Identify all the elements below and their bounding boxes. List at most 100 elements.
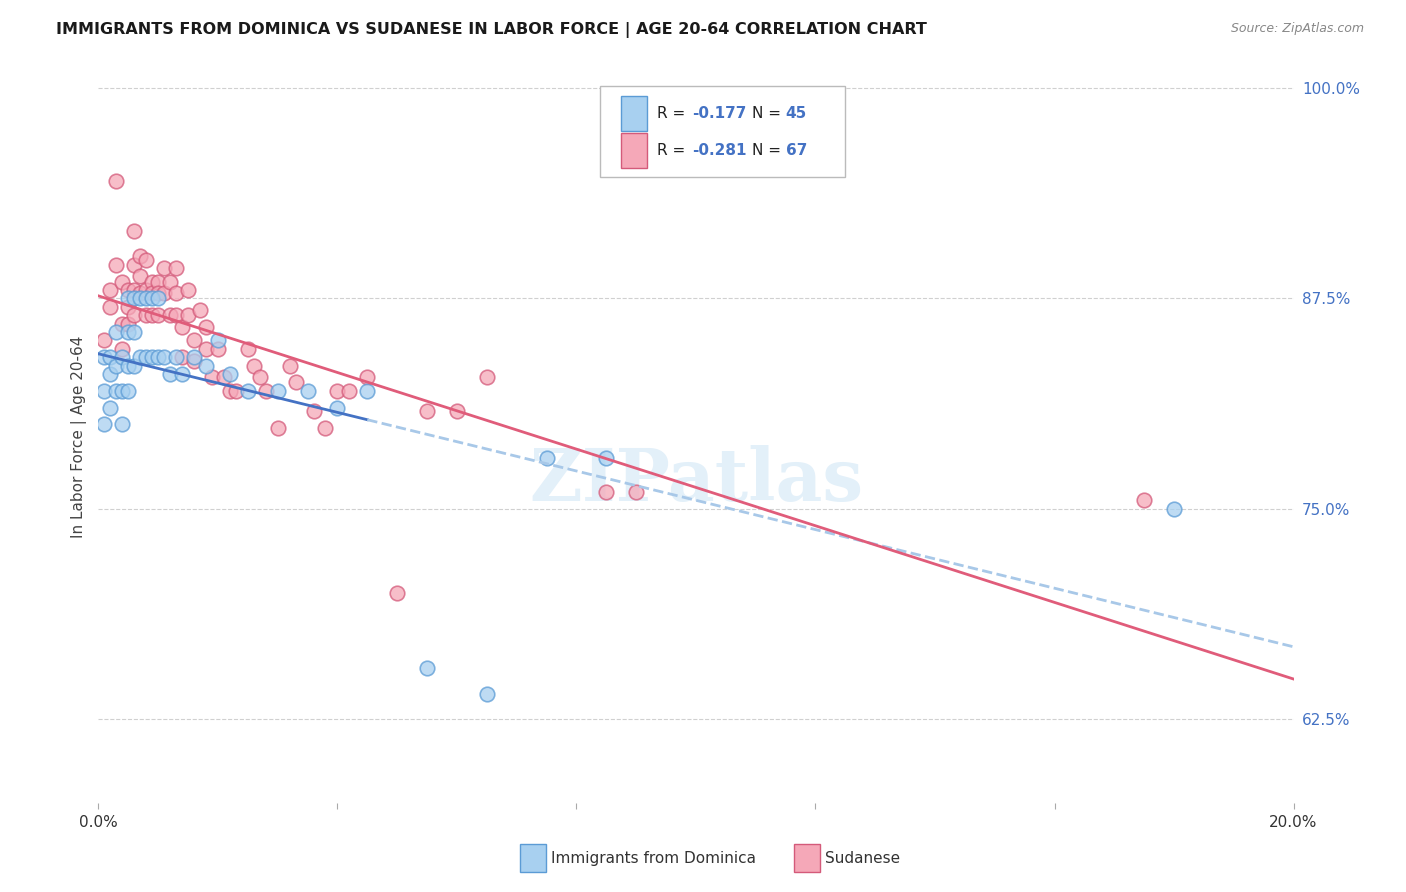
Point	[183, 353, 205, 368]
Point	[141, 308, 163, 322]
Point	[129, 291, 152, 305]
Y-axis label: In Labor Force | Age 20-64: In Labor Force | Age 20-64	[72, 336, 87, 538]
Point	[117, 291, 139, 305]
Point	[188, 303, 211, 318]
Point	[141, 350, 163, 364]
Point	[111, 384, 134, 398]
Point	[117, 325, 139, 339]
Point	[284, 376, 307, 390]
Point	[129, 249, 152, 263]
Point	[195, 359, 218, 373]
Point	[111, 350, 134, 364]
Text: R =: R =	[657, 105, 690, 120]
Point	[135, 291, 157, 305]
Point	[475, 370, 498, 384]
Point	[153, 286, 176, 301]
Point	[93, 334, 115, 348]
Point	[105, 359, 128, 373]
Point	[267, 384, 290, 398]
Point	[165, 261, 187, 276]
Point	[141, 275, 163, 289]
Point	[201, 370, 224, 384]
Point	[195, 320, 218, 334]
Text: N =: N =	[752, 105, 786, 120]
Point	[105, 325, 128, 339]
Point	[219, 384, 242, 398]
Point	[148, 275, 170, 289]
Point	[183, 350, 205, 364]
Point	[236, 384, 259, 398]
Point	[129, 269, 152, 284]
Point	[111, 317, 134, 331]
Point	[148, 286, 170, 301]
Point	[254, 384, 277, 398]
Point	[177, 283, 200, 297]
Point	[135, 308, 157, 322]
Point	[177, 308, 200, 322]
Point	[278, 359, 301, 373]
Text: 67: 67	[786, 143, 807, 158]
Point	[326, 401, 349, 415]
Point	[159, 275, 181, 289]
Point	[172, 367, 194, 381]
Point	[446, 404, 468, 418]
Point	[124, 359, 146, 373]
Point	[117, 283, 139, 297]
Point	[98, 300, 122, 314]
Point	[111, 275, 134, 289]
Point	[93, 417, 115, 432]
Point	[124, 308, 146, 322]
Text: -0.281: -0.281	[692, 143, 747, 158]
Point	[135, 283, 157, 297]
Text: R =: R =	[657, 143, 690, 158]
Point	[124, 283, 146, 297]
Point	[117, 300, 139, 314]
Text: Sudanese: Sudanese	[825, 851, 900, 865]
Point	[159, 308, 181, 322]
Point	[165, 308, 187, 322]
Text: Immigrants from Dominica: Immigrants from Dominica	[551, 851, 756, 865]
Point	[135, 350, 157, 364]
Point	[117, 359, 139, 373]
Text: N =: N =	[752, 143, 786, 158]
Point	[105, 258, 128, 272]
Point	[1133, 493, 1156, 508]
Point	[135, 252, 157, 267]
Point	[356, 370, 378, 384]
Point	[385, 585, 409, 599]
Point	[207, 334, 229, 348]
Point	[98, 367, 122, 381]
Point	[98, 350, 122, 364]
Point	[219, 367, 242, 381]
Point	[105, 384, 128, 398]
Point	[124, 224, 146, 238]
Point	[129, 350, 152, 364]
Text: Source: ZipAtlas.com: Source: ZipAtlas.com	[1230, 22, 1364, 36]
Point	[225, 384, 247, 398]
Point	[141, 291, 163, 305]
Point	[326, 384, 349, 398]
Bar	[620, 95, 647, 131]
Point	[148, 291, 170, 305]
Point	[117, 384, 139, 398]
Point	[111, 342, 134, 356]
Point	[172, 350, 194, 364]
Point	[148, 350, 170, 364]
Point	[302, 404, 325, 418]
Point	[243, 359, 266, 373]
Point	[626, 484, 648, 499]
Point	[153, 261, 176, 276]
Point	[141, 286, 163, 301]
Point	[475, 686, 498, 700]
Point	[183, 334, 205, 348]
Point	[416, 404, 439, 418]
Point	[416, 661, 439, 675]
Point	[595, 484, 617, 499]
Point	[93, 350, 115, 364]
Point	[249, 370, 271, 384]
Point	[1163, 501, 1185, 516]
Point	[98, 283, 122, 297]
Point	[339, 384, 361, 398]
Point	[165, 286, 187, 301]
Point	[159, 367, 181, 381]
